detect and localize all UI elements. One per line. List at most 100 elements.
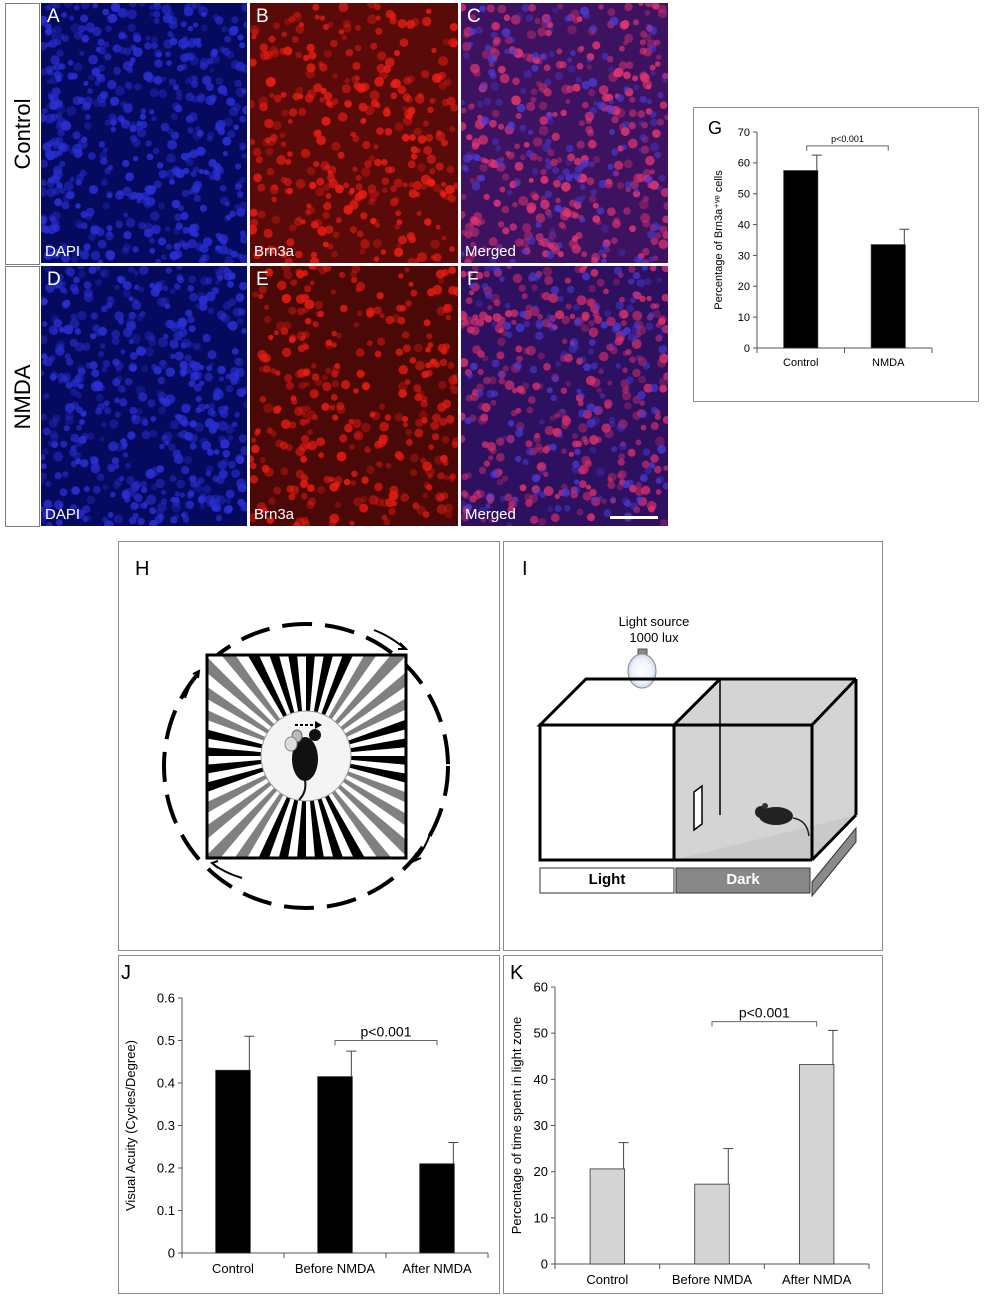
panel-letter-j: J bbox=[121, 962, 131, 984]
error-bar-j-1 bbox=[244, 1035, 255, 1071]
error-bar-j-2 bbox=[346, 1050, 357, 1077]
y-tick-label: 20 bbox=[534, 1164, 548, 1179]
mouse-icon bbox=[284, 729, 321, 801]
dark-zone-box bbox=[675, 867, 811, 894]
panel-k: K 0 10 20 30 40 50 60 Control Before NMDA After N… bbox=[503, 955, 883, 1294]
row-label-nmda-text: NMDA bbox=[9, 364, 35, 429]
y-tick-label: 50 bbox=[534, 1026, 548, 1041]
lux-label: 1000 lux bbox=[629, 630, 679, 645]
y-tick-label: 30 bbox=[738, 250, 750, 262]
rotation-arrows bbox=[184, 629, 431, 879]
x-tick-label: After NMDA bbox=[402, 1261, 472, 1276]
scale-bar bbox=[610, 516, 658, 519]
chart-g: 0 10 20 30 40 50 60 70 Control NMDA p<0.001 Percent… bbox=[713, 127, 933, 369]
stain-label-d: DAPI bbox=[45, 506, 81, 523]
significance-label: p<0.001 bbox=[739, 1005, 790, 1021]
error-bar-g-1 bbox=[811, 154, 822, 171]
micrograph-d: D DAPI bbox=[41, 266, 247, 526]
error-bar-k-2 bbox=[723, 1148, 734, 1185]
light-dark-box-diagram bbox=[536, 648, 858, 898]
bar-k-2 bbox=[694, 1183, 730, 1265]
panel-letter-a: A bbox=[47, 6, 60, 27]
significance-label: p<0.001 bbox=[831, 134, 864, 144]
stain-label-f: Merged bbox=[465, 506, 516, 523]
panel-letter-c: C bbox=[467, 6, 481, 27]
stain-label-a: DAPI bbox=[45, 243, 81, 260]
dark-zone-label: Dark bbox=[726, 871, 760, 888]
panel-g: G 0 10 20 30 40 50 60 70 Control NMDA p<0.001 Perce… bbox=[693, 107, 979, 402]
panel-i: I Light source 1000 lux bbox=[503, 541, 883, 951]
row-label-control-text: Control bbox=[9, 98, 35, 170]
bar-k-3 bbox=[798, 1064, 835, 1265]
x-tick-label: After NMDA bbox=[782, 1272, 852, 1287]
micrograph-e: E Brn3a bbox=[250, 266, 458, 526]
stain-label-c: Merged bbox=[465, 243, 516, 260]
optokinetic-drum-diagram bbox=[162, 622, 450, 910]
panel-letter-k: K bbox=[510, 962, 524, 984]
door-opening bbox=[693, 784, 703, 832]
light-zone-label: Light bbox=[588, 871, 626, 888]
bar-g-2 bbox=[870, 244, 906, 349]
panel-letter-b: B bbox=[256, 6, 269, 27]
panel-letter-d: D bbox=[47, 269, 61, 290]
significance-bracket bbox=[806, 145, 889, 151]
micrograph-a: A DAPI bbox=[41, 3, 247, 263]
panel-letter-g: G bbox=[708, 118, 723, 138]
y-tick-label: 0.5 bbox=[157, 1033, 175, 1048]
x-tick-label: Control bbox=[586, 1272, 628, 1287]
error-bar-j-3 bbox=[448, 1142, 459, 1164]
stain-label-b: Brn3a bbox=[254, 243, 295, 260]
box-outline bbox=[536, 677, 858, 862]
panel-j: J 0 0.1 0.2 0.3 0.4 0.5 0.6 Control Before NMDA A… bbox=[118, 955, 500, 1294]
y-tick-label: 10 bbox=[738, 312, 750, 324]
significance-label: p<0.001 bbox=[361, 1024, 412, 1040]
y-axis-title: Visual Acuity (Cycles/Degree) bbox=[123, 1040, 138, 1211]
y-tick-label: 10 bbox=[534, 1210, 548, 1225]
y-tick-label: 0.3 bbox=[157, 1118, 175, 1133]
bar-k-1 bbox=[589, 1168, 626, 1265]
y-tick-label: 50 bbox=[738, 189, 750, 201]
bar-j-1 bbox=[215, 1069, 251, 1254]
mouse-icon bbox=[755, 803, 810, 837]
y-tick-label: 20 bbox=[738, 281, 750, 293]
light-zone-box bbox=[539, 867, 675, 894]
x-tick-label: Before NMDA bbox=[672, 1272, 753, 1287]
y-tick-label: 0.2 bbox=[157, 1161, 175, 1176]
y-tick-label: 70 bbox=[738, 127, 750, 139]
panel-letter-h: H bbox=[135, 558, 150, 580]
light-source-label: Light source bbox=[618, 614, 690, 629]
y-tick-label: 40 bbox=[738, 219, 750, 231]
panel-letter-e: E bbox=[256, 269, 269, 290]
y-tick-label: 0.6 bbox=[157, 991, 175, 1006]
y-tick-label: 40 bbox=[534, 1072, 548, 1087]
y-tick-label: 0.4 bbox=[157, 1076, 175, 1091]
stain-label-e: Brn3a bbox=[254, 506, 295, 523]
rotation-circle bbox=[162, 622, 450, 910]
bar-j-2 bbox=[317, 1076, 353, 1254]
chart-k: 0 10 20 30 40 50 60 Control Before NMDA After NMD… bbox=[509, 980, 870, 1287]
micrograph-f: F Merged bbox=[461, 266, 668, 526]
y-tick-label: 30 bbox=[534, 1118, 548, 1133]
grating-frame bbox=[205, 653, 408, 860]
error-bar-k-3 bbox=[827, 1029, 838, 1065]
row-label-control: Control bbox=[5, 3, 40, 265]
y-tick-label: 0 bbox=[744, 343, 750, 355]
y-axis-title: Percentage of time spent in light zone bbox=[509, 1017, 524, 1235]
x-tick-label: NMDA bbox=[872, 357, 905, 369]
x-tick-label: Before NMDA bbox=[295, 1261, 376, 1276]
y-tick-label: 0 bbox=[168, 1246, 175, 1261]
error-bar-k-1 bbox=[618, 1142, 629, 1169]
chart-j: 0 0.1 0.2 0.3 0.4 0.5 0.6 Control Before NMDA Aft… bbox=[123, 991, 489, 1276]
panel-h: H bbox=[118, 541, 500, 951]
y-tick-label: 0.1 bbox=[157, 1203, 175, 1218]
y-tick-label: 60 bbox=[738, 158, 750, 170]
x-tick-label: Control bbox=[212, 1261, 254, 1276]
significance-bracket bbox=[711, 1021, 818, 1027]
y-tick-label: 60 bbox=[534, 980, 548, 995]
micrograph-c: C Merged bbox=[461, 3, 668, 263]
bar-j-3 bbox=[419, 1163, 455, 1254]
rotation-direction-arrow bbox=[295, 721, 322, 729]
panel-letter-i: I bbox=[522, 558, 528, 580]
light-bulb-icon bbox=[627, 648, 657, 689]
row-label-nmda: NMDA bbox=[5, 266, 40, 527]
